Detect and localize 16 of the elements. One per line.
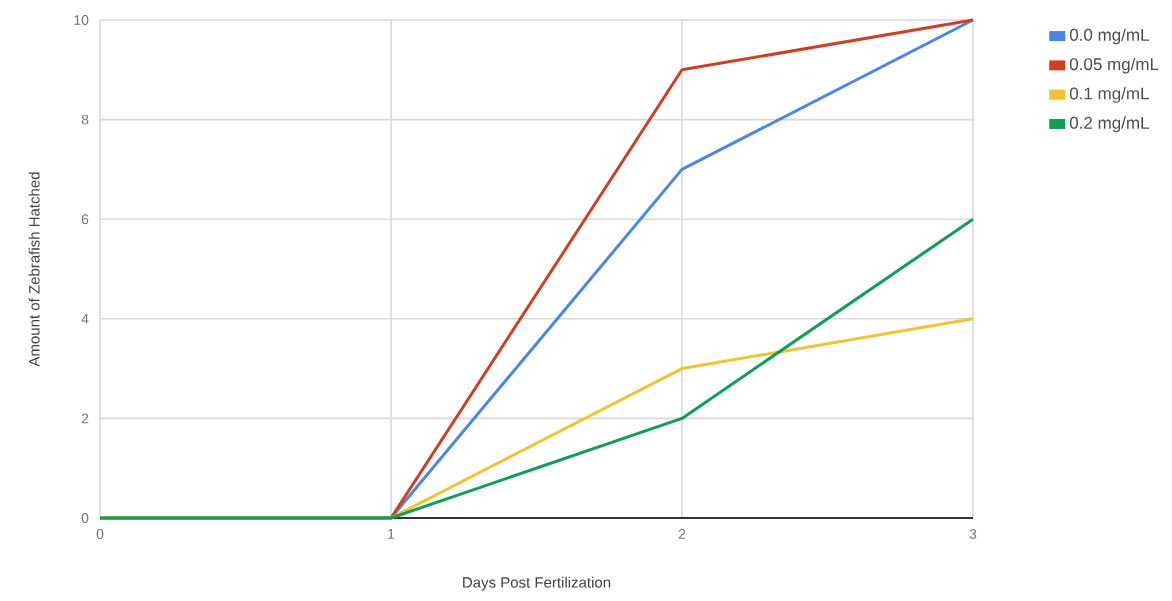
y-tick-label: 2 (81, 413, 89, 424)
x-tick-label: 3 (969, 529, 977, 539)
legend-label: 0.1 mg/mL (1069, 87, 1149, 103)
y-tick-label: 6 (81, 214, 89, 225)
y-tick-label: 4 (81, 313, 89, 324)
y-axis-title: Amount of Zebrafish Hatched (28, 172, 40, 367)
y-tick-label: 8 (81, 114, 89, 125)
x-tick-label: 1 (388, 529, 395, 539)
x-axis-title: Days Post Fertilization (463, 576, 611, 591)
y-tick-label: 10 (74, 15, 89, 25)
y-tick-label: 0 (81, 513, 89, 523)
legend-label: 0.2 mg/mL (1069, 116, 1149, 133)
x-tick-label: 2 (678, 529, 686, 539)
legend-label: 0.05 mg/mL (1069, 57, 1159, 74)
x-tick-label: 0 (96, 529, 104, 539)
legend-label: 0.0 mg/mL (1069, 28, 1149, 45)
